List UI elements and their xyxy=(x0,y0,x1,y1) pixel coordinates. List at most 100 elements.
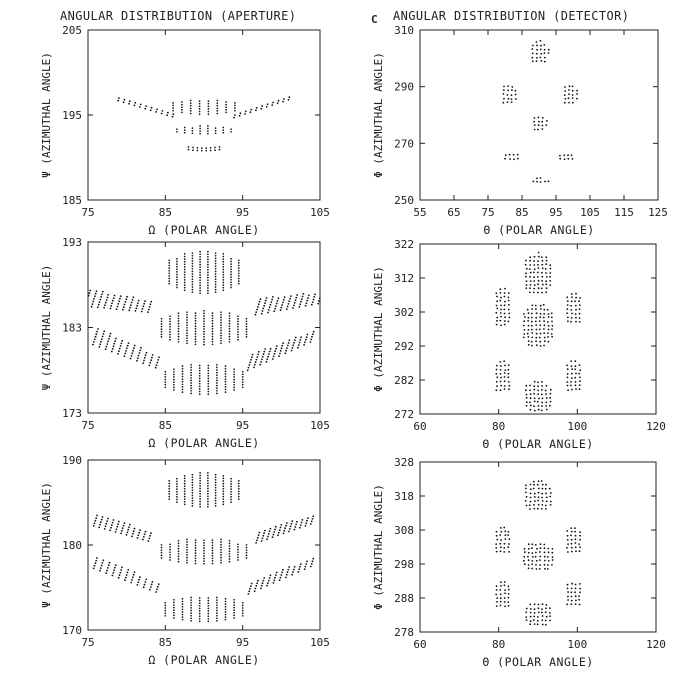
data-point xyxy=(574,376,577,379)
data-point xyxy=(194,552,197,554)
data-point xyxy=(230,281,232,284)
data-point xyxy=(539,177,542,179)
data-point xyxy=(95,517,98,519)
data-point xyxy=(531,320,533,323)
data-point xyxy=(574,591,576,594)
data-point xyxy=(245,330,248,333)
data-point xyxy=(209,149,212,152)
data-point xyxy=(176,490,178,493)
data-point xyxy=(503,304,506,307)
data-point xyxy=(276,300,279,302)
data-point xyxy=(503,97,505,100)
data-point xyxy=(211,335,214,338)
data-point xyxy=(222,500,225,503)
data-point xyxy=(138,531,141,534)
data-point xyxy=(295,523,297,526)
data-point xyxy=(549,404,551,407)
data-point xyxy=(534,544,537,546)
data-point xyxy=(194,562,197,565)
data-point xyxy=(237,333,239,336)
data-point xyxy=(207,274,209,276)
data-point xyxy=(127,568,130,571)
data-point xyxy=(571,312,573,315)
data-point xyxy=(130,355,133,357)
data-point xyxy=(272,582,275,584)
data-point xyxy=(168,485,171,487)
data-point xyxy=(147,308,150,311)
data-point xyxy=(241,381,244,383)
data-point xyxy=(535,41,538,43)
data-point xyxy=(294,299,297,302)
data-point xyxy=(164,373,167,376)
data-point xyxy=(536,483,539,486)
data-point xyxy=(230,278,232,281)
data-point xyxy=(199,253,201,256)
data-point xyxy=(173,378,175,381)
data-point xyxy=(186,324,188,327)
data-point xyxy=(539,547,542,550)
data-point xyxy=(536,180,538,183)
data-point xyxy=(216,102,219,104)
data-point xyxy=(199,490,201,492)
data-point xyxy=(300,298,303,300)
data-point xyxy=(529,291,531,294)
data-point xyxy=(199,485,201,487)
data-point xyxy=(260,587,262,590)
data-point xyxy=(534,500,536,502)
data-point xyxy=(216,617,218,620)
data-point xyxy=(168,259,171,262)
data-point xyxy=(317,302,319,305)
data-point xyxy=(145,578,148,581)
data-point xyxy=(228,539,231,542)
data-point xyxy=(96,557,98,559)
data-point xyxy=(145,351,148,354)
data-point xyxy=(216,596,218,599)
data-point xyxy=(160,323,163,325)
data-point xyxy=(104,348,107,351)
data-point xyxy=(563,154,566,157)
data-point xyxy=(186,319,188,321)
data-point xyxy=(107,294,110,296)
data-point xyxy=(298,568,301,571)
data-point xyxy=(103,307,105,309)
data-point xyxy=(571,101,574,104)
data-point xyxy=(507,320,510,323)
data-point xyxy=(257,303,260,306)
data-point xyxy=(186,326,188,329)
data-point xyxy=(257,534,260,536)
data-point xyxy=(543,344,545,347)
data-point xyxy=(169,338,171,341)
data-point xyxy=(196,147,199,149)
data-point xyxy=(539,313,542,315)
data-point xyxy=(536,57,538,59)
data-point xyxy=(216,104,219,107)
data-point xyxy=(176,276,178,278)
data-point xyxy=(198,372,201,375)
data-point xyxy=(579,534,581,537)
data-point xyxy=(293,301,296,304)
data-point xyxy=(263,350,266,353)
data-point xyxy=(571,158,574,160)
data-point xyxy=(177,545,180,547)
data-point xyxy=(228,333,231,335)
data-point xyxy=(173,370,175,373)
data-point xyxy=(508,303,510,306)
data-point xyxy=(125,534,128,536)
data-point xyxy=(312,515,315,518)
data-point xyxy=(525,284,528,286)
data-point xyxy=(525,619,528,621)
data-point xyxy=(500,315,502,318)
data-point xyxy=(533,255,536,258)
data-point xyxy=(503,551,506,553)
data-point xyxy=(93,338,96,341)
data-point xyxy=(257,579,259,582)
plot-frame xyxy=(87,241,321,414)
data-point xyxy=(529,500,532,503)
data-point xyxy=(300,521,303,524)
data-point xyxy=(571,582,574,585)
data-point xyxy=(499,527,502,529)
data-point xyxy=(191,278,194,281)
y-tick-label: 190 xyxy=(62,454,82,467)
data-point xyxy=(537,607,540,610)
data-point xyxy=(499,550,502,553)
